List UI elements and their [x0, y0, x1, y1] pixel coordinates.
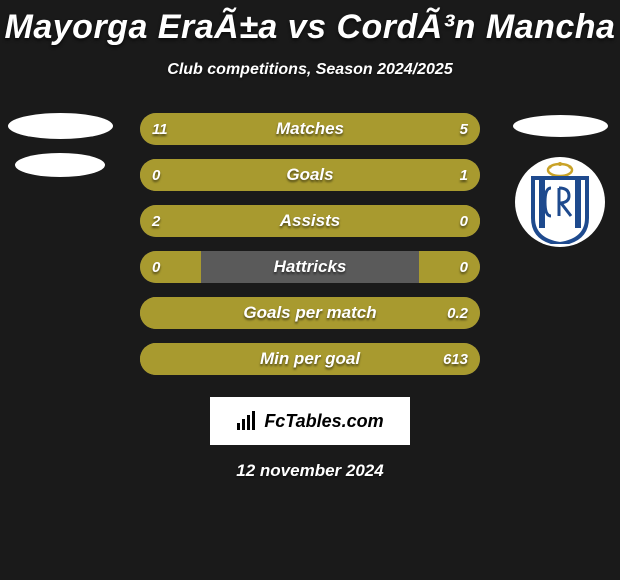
stat-bars: 115Matches 01Goals 20Assists 00Hattricks 0.2…: [140, 113, 480, 375]
stat-row: 613Min per goal: [140, 343, 480, 375]
left-player-col: [0, 113, 120, 177]
right-club-crest: [515, 157, 605, 247]
stat-row: 0.2Goals per match: [140, 297, 480, 329]
left-placeholder-oval: [15, 153, 105, 177]
stat-label: Goals per match: [140, 297, 480, 329]
left-placeholder-oval: [8, 113, 113, 139]
stat-row: 01Goals: [140, 159, 480, 191]
right-placeholder-oval: [513, 115, 608, 137]
stat-label: Min per goal: [140, 343, 480, 375]
stat-label: Hattricks: [140, 251, 480, 283]
brand-text: FcTables.com: [264, 411, 383, 432]
right-player-col: [500, 113, 620, 247]
subtitle: Club competitions, Season 2024/2025: [0, 61, 620, 79]
page-title: Mayorga EraÃ±a vs CordÃ³n Mancha: [0, 0, 620, 47]
stat-label: Matches: [140, 113, 480, 145]
stat-row: 115Matches: [140, 113, 480, 145]
stats-area: 115Matches 01Goals 20Assists 00Hattricks 0.2…: [0, 113, 620, 375]
stat-label: Assists: [140, 205, 480, 237]
stat-label: Goals: [140, 159, 480, 191]
footer-date: 12 november 2024: [0, 461, 620, 481]
stat-row: 00Hattricks: [140, 251, 480, 283]
crest-icon: [521, 160, 599, 244]
brand-logo: FcTables.com: [210, 397, 410, 445]
brand-icon: [236, 411, 260, 431]
stat-row: 20Assists: [140, 205, 480, 237]
